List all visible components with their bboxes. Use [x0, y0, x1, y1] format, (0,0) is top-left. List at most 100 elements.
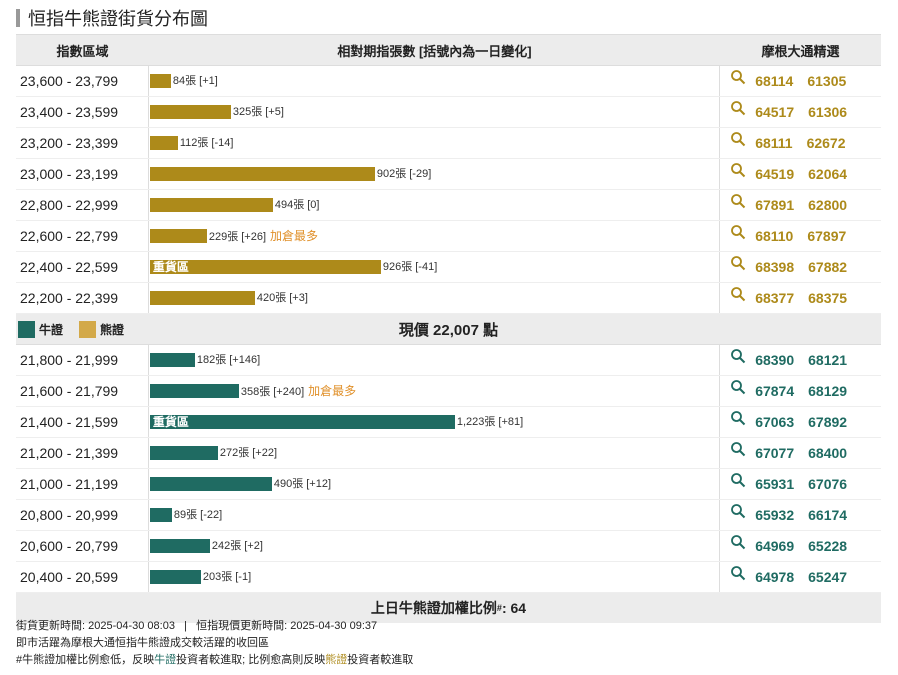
warrant-code-link[interactable]: 62672 [806, 135, 846, 151]
warrant-code-link[interactable]: 65228 [808, 538, 848, 554]
search-icon[interactable] [730, 379, 746, 395]
search-icon[interactable] [730, 224, 746, 240]
footer-ratio-note-bear: 熊證 [325, 654, 348, 666]
contracts-label: 229張 [+26] 加倉最多 [207, 229, 318, 244]
warrant-code-link[interactable]: 68129 [808, 383, 848, 399]
footer-ratio-note-bull: 牛證 [154, 654, 177, 666]
warrant-code-link[interactable]: 68110 [755, 228, 794, 244]
warrant-code-link[interactable]: 67882 [808, 259, 848, 275]
code-cell: 68377 68375 [720, 283, 881, 313]
warrant-code-link[interactable]: 67892 [808, 414, 848, 430]
warrant-code-link[interactable]: 68111 [755, 135, 793, 151]
index-range: 23,400 - 23,599 [16, 97, 149, 127]
search-icon[interactable] [730, 100, 746, 116]
ratio-mark: # [496, 603, 502, 613]
warrant-code-link[interactable]: 67063 [755, 414, 795, 430]
bull-bar [149, 477, 272, 491]
warrant-code-link[interactable]: 68121 [808, 352, 848, 368]
contracts-label: 203張 [-1] [201, 570, 251, 584]
warrant-code-link[interactable]: 65247 [808, 569, 848, 585]
current-price-row: 牛證 熊證 現價 22,007 點 [16, 314, 881, 345]
search-icon[interactable] [730, 410, 746, 426]
warrant-code-link[interactable]: 65931 [755, 476, 795, 492]
warrant-code-link[interactable]: 67874 [755, 383, 795, 399]
contracts-label: 358張 [+240] 加倉最多 [239, 384, 356, 399]
legend-bull: 牛證 [18, 320, 63, 338]
warrant-code-link[interactable]: 68375 [808, 290, 848, 306]
contracts-cell: 重貨區 926張 [-41] [149, 252, 721, 282]
contracts-cell: 272張 [+22] [149, 438, 721, 468]
contracts-value: 229張 [+26] [208, 231, 267, 243]
bear-bar [149, 229, 207, 243]
header-codes: 摩根大通精選 [761, 43, 840, 59]
search-icon[interactable] [730, 348, 746, 364]
search-icon[interactable] [730, 565, 746, 581]
page-title: 恒指牛熊證街貨分布圖 [16, 7, 208, 29]
search-icon[interactable] [730, 503, 746, 519]
header-range: 指數區域 [56, 43, 109, 59]
index-range: 21,400 - 21,599 [16, 407, 149, 437]
warrant-code-link[interactable]: 64969 [755, 538, 795, 554]
warrant-code-link[interactable]: 67077 [755, 445, 795, 461]
bear-bar: 重貨區 [149, 260, 381, 274]
search-icon[interactable] [730, 162, 746, 178]
warrant-code-link[interactable]: 68398 [755, 259, 795, 275]
ratio-label: 上日牛熊證加權比例 [370, 600, 497, 616]
search-icon[interactable] [730, 69, 746, 85]
index-range: 20,600 - 20,799 [16, 531, 149, 561]
index-range: 23,200 - 23,399 [16, 128, 149, 158]
code-cell: 64978 65247 [720, 562, 881, 592]
table-row: 23,000 - 23,199 902張 [-29] 64519 62064 [16, 159, 881, 190]
warrant-code-link[interactable]: 67897 [807, 228, 847, 244]
table-row: 23,200 - 23,399 112張 [-14] 68111 62672 [16, 128, 881, 159]
contracts-value: 84張 [+1] [172, 75, 218, 87]
ratio-value: : 64 [501, 600, 527, 616]
warrant-code-link[interactable]: 68377 [755, 290, 795, 306]
code-cell: 67891 62800 [720, 190, 881, 220]
most-added-badge: 加倉最多 [308, 384, 357, 398]
current-price: 現價 22,007 點 [398, 321, 499, 339]
warrant-code-link[interactable]: 66174 [808, 507, 848, 523]
warrant-code-link[interactable]: 65932 [755, 507, 795, 523]
search-icon[interactable] [730, 441, 746, 457]
table-row: 21,000 - 21,199 490張 [+12] 65931 67076 [16, 469, 881, 500]
warrant-code-link[interactable]: 64978 [755, 569, 795, 585]
footer-active-note: 即市活躍為摩根大通恒指牛熊證成交較活躍的收回區 [16, 637, 269, 649]
legend-bear-swatch [79, 320, 97, 338]
warrant-code-link[interactable]: 62800 [808, 197, 848, 213]
contracts-cell: 84張 [+1] [149, 66, 721, 96]
bull-bar [149, 539, 210, 553]
table-row: 22,400 - 22,599 重貨區 926張 [-41] 68398 67882 [16, 252, 881, 283]
warrant-code-link[interactable]: 67891 [755, 197, 795, 213]
title-marker [16, 9, 20, 27]
bull-bar [149, 446, 218, 460]
legend: 牛證 熊證 [18, 320, 140, 338]
weighted-ratio: 上日牛熊證加權比例 #: 64 [16, 593, 881, 623]
bear-bar [149, 291, 255, 305]
warrant-code-link[interactable]: 62064 [808, 166, 848, 182]
warrant-code-link[interactable]: 64519 [755, 166, 795, 182]
index-range: 20,800 - 20,999 [16, 500, 149, 530]
index-range: 23,600 - 23,799 [16, 66, 149, 96]
warrant-code-link[interactable]: 61306 [808, 104, 848, 120]
table-header: 指數區域 相對期指張數 [括號內為一日變化] 摩根大通精選 [16, 35, 881, 66]
search-icon[interactable] [730, 472, 746, 488]
bear-bar [149, 198, 273, 212]
table-row: 20,600 - 20,799 242張 [+2] 64969 65228 [16, 531, 881, 562]
index-range: 22,200 - 22,399 [16, 283, 149, 313]
warrant-code-link[interactable]: 61305 [807, 73, 847, 89]
table-row: 22,600 - 22,799 229張 [+26] 加倉最多 68110 67897 [16, 221, 881, 252]
warrant-code-link[interactable]: 68390 [755, 352, 795, 368]
contracts-value: 420張 [+3] [256, 292, 308, 304]
warrant-code-link[interactable]: 67076 [808, 476, 848, 492]
search-icon[interactable] [730, 193, 746, 209]
page-title-text: 恒指牛熊證街貨分布圖 [28, 9, 208, 29]
search-icon[interactable] [730, 255, 746, 271]
search-icon[interactable] [730, 534, 746, 550]
warrant-code-link[interactable]: 68114 [755, 73, 794, 89]
contracts-cell: 229張 [+26] 加倉最多 [149, 221, 721, 251]
warrant-code-link[interactable]: 68400 [808, 445, 848, 461]
warrant-code-link[interactable]: 64517 [755, 104, 795, 120]
search-icon[interactable] [730, 286, 746, 302]
search-icon[interactable] [730, 131, 746, 147]
